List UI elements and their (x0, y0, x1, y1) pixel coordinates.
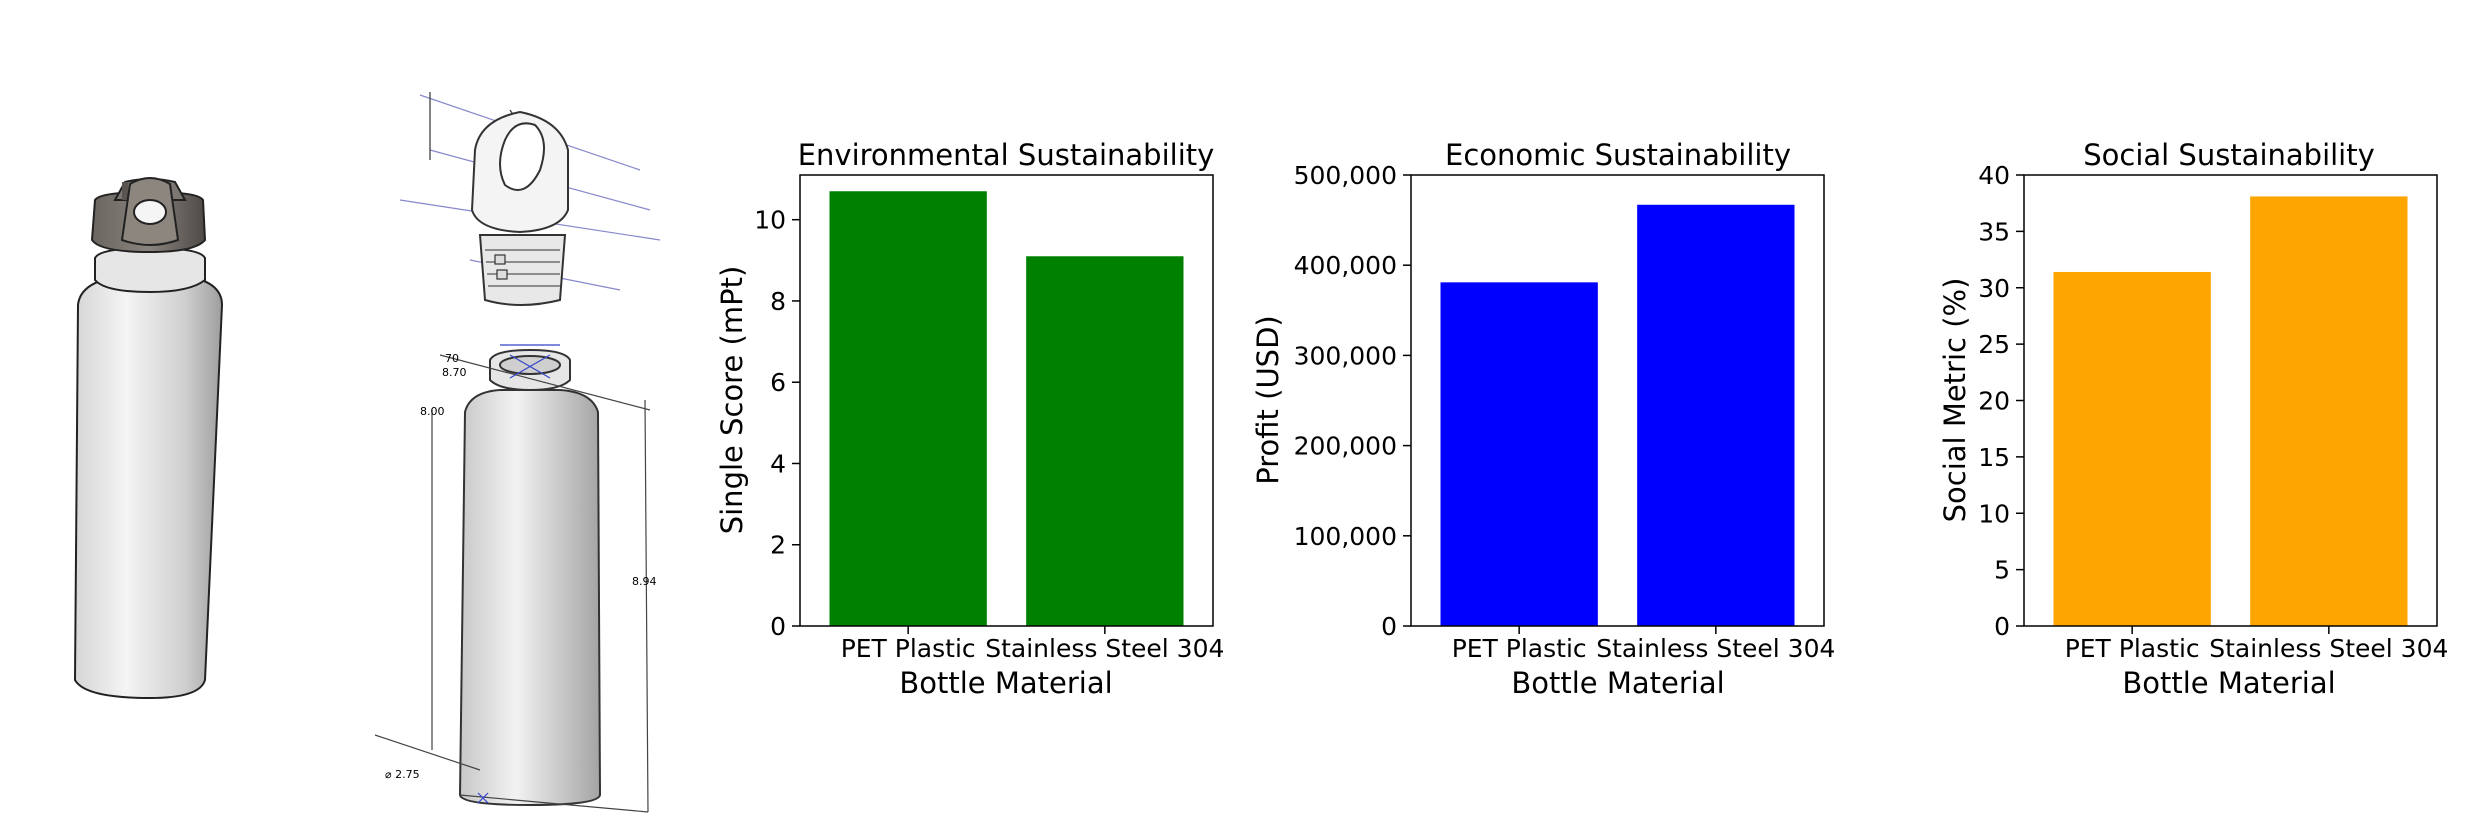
plot-frame (1410, 174, 1825, 627)
environmental-chart: Environmental Sustainability Bottle Mate… (715, 138, 1224, 700)
bottle-technical-drawing: 70 8.70 8.00 8.94 ⌀ 2.75 (374, 92, 661, 813)
y-tick-label: 0 (1381, 612, 1397, 641)
plot-frame (799, 174, 1214, 627)
y-tick-label: 6 (770, 368, 786, 397)
y-tick-label: 0 (770, 612, 786, 641)
x-tick-label: PET Plastic (841, 634, 976, 663)
chart-title: Social Sustainability (2083, 138, 2375, 172)
economic-chart: Economic Sustainability Bottle Material … (1251, 138, 1835, 700)
y-tick-label: 10 (754, 206, 786, 235)
x-axis-label: Bottle Material (899, 666, 1112, 700)
bar (2053, 271, 2211, 626)
dimension-label: 8.70 (442, 366, 467, 379)
y-tick-label: 35 (1978, 217, 2010, 246)
y-tick-label: 300,000 (1294, 341, 1397, 370)
bottle-render-illustration (73, 177, 224, 700)
y-tick-label: 2 (770, 531, 786, 560)
y-tick-label: 8 (770, 287, 786, 316)
chart-title: Economic Sustainability (1445, 138, 1791, 172)
y-tick-label: 15 (1978, 443, 2010, 472)
chart-title: Environmental Sustainability (798, 138, 1215, 172)
y-tick-label: 40 (1978, 161, 2010, 190)
x-tick-label: Stainless Steel 304 (1596, 634, 1835, 663)
bar (2250, 196, 2408, 627)
x-tick-label: PET Plastic (2065, 634, 2200, 663)
x-axis-label: Bottle Material (1511, 666, 1724, 700)
bar (1440, 282, 1598, 626)
bar (829, 191, 987, 626)
y-tick-label: 4 (770, 449, 786, 478)
plot-frame (2023, 174, 2438, 627)
y-tick-label: 100,000 (1294, 522, 1397, 551)
y-tick-label: 30 (1978, 274, 2010, 303)
y-axis-label: Single Score (mPt) (715, 266, 749, 535)
y-tick-label: 400,000 (1294, 251, 1397, 280)
social-chart: Social Sustainability Bottle Material So… (1938, 138, 2448, 700)
y-tick-label: 25 (1978, 330, 2010, 359)
plot-area: PET Plastic Stainless Steel 304 0 5 10 15 20 25… (1978, 161, 2448, 663)
dimension-label: 8.94 (632, 575, 657, 588)
bar (1026, 256, 1184, 626)
y-tick-label: 200,000 (1294, 432, 1397, 461)
x-tick-label: Stainless Steel 304 (985, 634, 1224, 663)
x-axis-label: Bottle Material (2122, 666, 2335, 700)
dimension-label: ⌀ 2.75 (385, 768, 420, 781)
y-tick-label: 0 (1994, 612, 2010, 641)
dimension-label: 70 (445, 352, 459, 365)
y-tick-label: 5 (1994, 556, 2010, 585)
y-tick-label: 500,000 (1294, 161, 1397, 190)
x-tick-label: Stainless Steel 304 (2209, 634, 2448, 663)
plot-area: PET Plastic Stainless Steel 304 0 2 4 6 8 10 (754, 174, 1224, 663)
y-axis-label: Social Metric (%) (1938, 278, 1972, 523)
y-tick-label: 20 (1978, 387, 2010, 416)
dimension-label: 8.00 (420, 405, 445, 418)
x-tick-label: PET Plastic (1452, 634, 1587, 663)
plot-area: PET Plastic Stainless Steel 304 0 100,000 20… (1294, 161, 1836, 663)
y-tick-label: 10 (1978, 499, 2010, 528)
bar (1637, 204, 1795, 627)
y-axis-label: Profit (USD) (1251, 315, 1285, 484)
